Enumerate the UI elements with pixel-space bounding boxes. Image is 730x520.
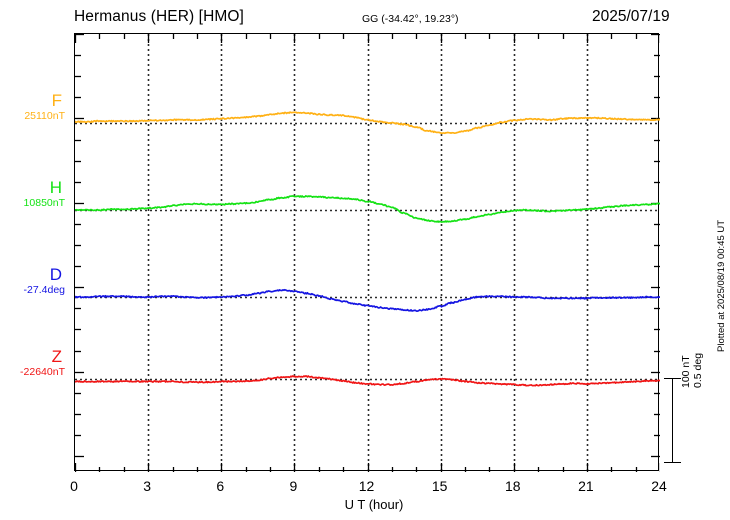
scale-bar-bottom-cap	[664, 462, 681, 463]
component-letter-f: F	[51, 91, 62, 110]
x-tick-label-21: 21	[578, 478, 594, 494]
x-tick-label-18: 18	[504, 478, 521, 494]
plot-area	[74, 33, 660, 472]
scale-bar	[672, 378, 673, 462]
plot-date: 2025/07/19	[592, 8, 670, 25]
x-tick-label-3: 3	[143, 478, 152, 494]
component-value-f: 25110nT	[24, 110, 65, 122]
plotted-at-timestamp: Plotted at 2025/08/19 00:45 UT	[716, 219, 727, 352]
component-letter-d: D	[49, 265, 62, 284]
geographic-coordinates: GG (-34.42°, 19.23°)	[362, 13, 459, 25]
scale-bar-labels: 100 nT 0.5 deg	[680, 318, 704, 388]
component-value-h: 10850nT	[23, 197, 65, 209]
x-axis-title: U T (hour)	[344, 497, 404, 512]
trace-curves	[75, 111, 660, 387]
component-letter-h: H	[49, 178, 62, 197]
grid-and-ticks	[75, 34, 660, 472]
scale-nt-label: 100 nT	[680, 355, 692, 388]
x-tick-label-15: 15	[431, 478, 448, 494]
station-title: Hermanus (HER) [HMO]	[74, 8, 244, 25]
x-tick-label-9: 9	[289, 478, 298, 494]
x-tick-label-0: 0	[70, 478, 78, 494]
x-tick-label-12: 12	[358, 478, 375, 494]
component-letter-z: Z	[51, 347, 62, 366]
component-value-d: -27.4deg	[23, 284, 65, 296]
component-value-z: -22640nT	[20, 366, 65, 378]
scale-deg-label: 0.5 deg	[691, 352, 704, 388]
x-tick-label-6: 6	[216, 478, 225, 494]
x-tick-label-24: 24	[651, 478, 667, 494]
